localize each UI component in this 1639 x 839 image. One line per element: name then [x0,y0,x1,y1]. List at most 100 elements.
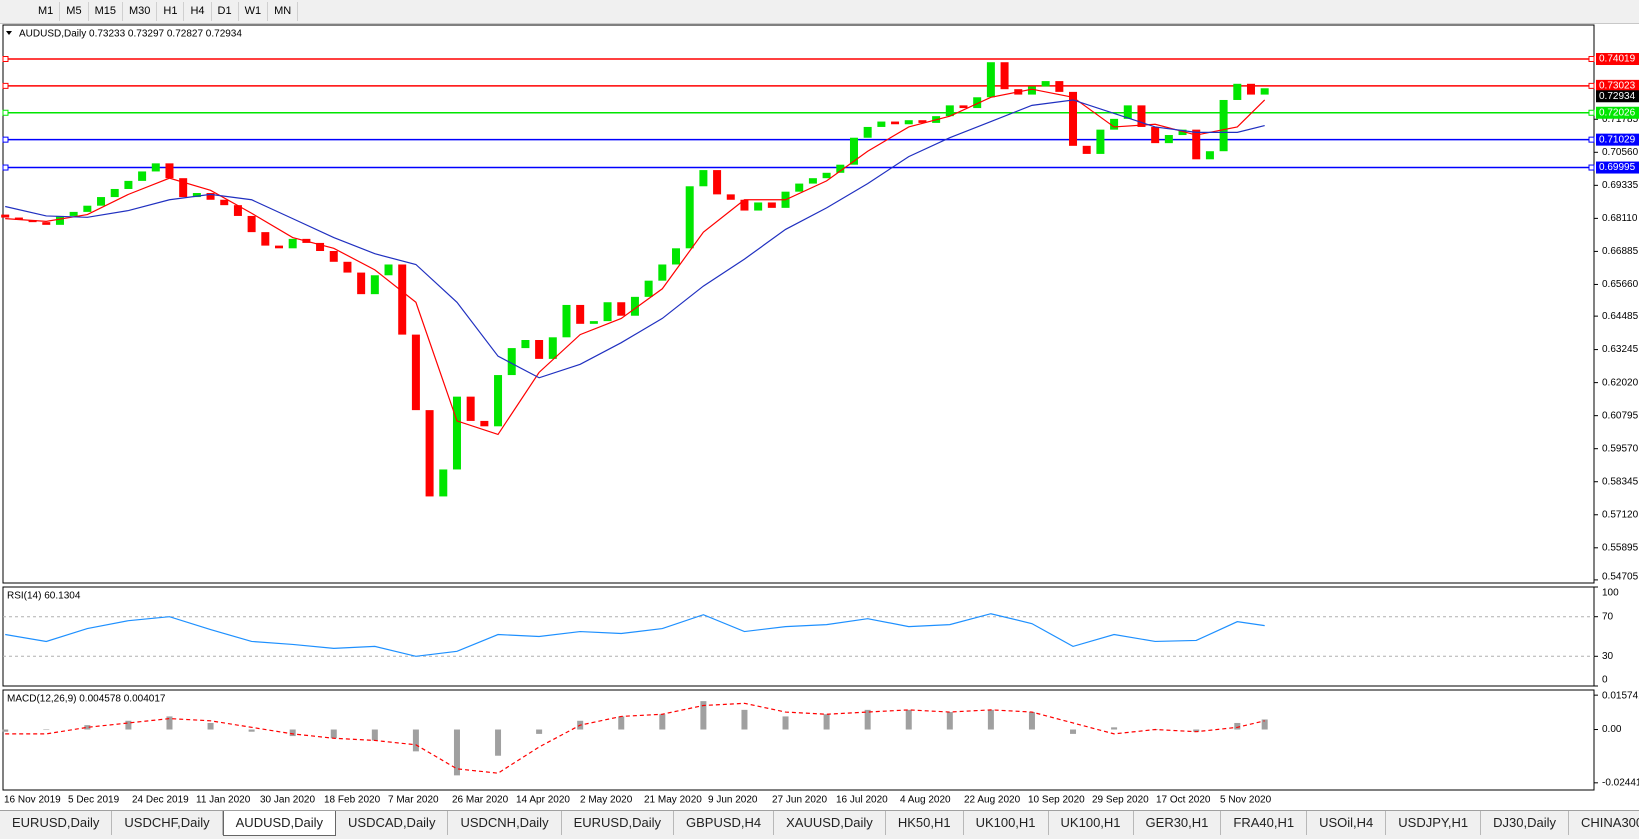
chart-tab[interactable]: EURUSD,Daily [0,811,113,835]
candle [261,232,270,246]
timeframe-button[interactable]: M30 [123,2,158,21]
candle [617,302,626,316]
level-label-box [1596,133,1639,146]
chart-tab[interactable]: CHINA300,H1 [1569,811,1639,835]
collapse-arrow [6,31,12,35]
macd-histogram-bar [536,729,543,734]
chart-tab[interactable]: USDCNH,Daily [448,811,562,835]
candle [83,205,92,212]
candle [1027,86,1036,95]
macd-histogram-bar [1028,712,1035,730]
y-tick-label: 0.62020 [1602,377,1639,388]
chart-tab[interactable]: GER30,H1 [1134,811,1222,835]
timeframe-button[interactable]: H1 [157,2,185,21]
candle [206,193,215,200]
candle [343,261,352,273]
level-handle [2,164,9,171]
timeframe-button[interactable]: D1 [212,2,239,21]
chart-tab[interactable]: USDCHF,Daily [112,811,223,835]
last-price-box [1596,90,1639,103]
candle [110,188,119,198]
macd-histogram-bar [248,729,255,732]
candle [1096,129,1105,154]
timeframe-button[interactable]: H4 [184,2,212,21]
rsi-line [5,613,1265,657]
level-handle [1588,82,1595,89]
chart-tab[interactable]: UK100,H1 [1049,811,1134,835]
x-tick-label: 7 Mar 2020 [388,795,439,806]
y-tick-label: 70 [1602,611,1614,622]
chart-tab[interactable]: USDCAD,Daily [336,811,449,835]
x-tick-label: 16 Nov 2019 [4,795,61,806]
macd-histogram-bar [1261,719,1268,730]
timeframe-button[interactable]: M15 [89,2,123,21]
candle [124,180,133,189]
x-tick-label: 21 May 2020 [644,795,702,806]
x-tick-label: 17 Oct 2020 [1156,795,1211,806]
macd-histogram-bar [782,716,789,730]
candle [329,251,338,262]
candle [1055,81,1064,92]
macd-histogram-bar [1193,729,1200,732]
level-label-box [1596,79,1639,92]
timeframe-button[interactable]: M1 [32,2,61,21]
level-handle [1588,136,1595,143]
x-tick-label: 29 Sep 2020 [1092,795,1149,806]
chart-tab[interactable]: GBPUSD,H4 [674,811,775,835]
candle [849,137,858,165]
candle [1233,83,1242,100]
x-tick-label: 24 Dec 2019 [132,795,189,806]
candle [452,396,461,470]
chart-tab[interactable]: XAUUSD,Daily [774,811,886,835]
timeframe-button[interactable]: MN [268,2,299,21]
candle [630,296,639,316]
macd-histogram-bar [166,716,173,730]
chart-tab[interactable]: EURUSD,Daily [562,811,674,835]
candle [726,194,735,200]
level-label: 0.74019 [1599,54,1636,65]
candle [28,219,37,223]
candle [672,248,681,265]
chart-tab[interactable]: DJ30,Daily [1481,811,1569,835]
candle [494,375,503,427]
chart-tab[interactable]: UK100,H1 [964,811,1049,835]
candle [795,183,804,192]
timeframe-button[interactable]: W1 [239,2,269,21]
macd-histogram-bar [84,725,91,730]
chart-tab[interactable]: AUDUSD,Daily [222,811,337,836]
candle [644,280,653,297]
x-tick-label: 30 Jan 2020 [260,795,315,806]
candle [740,199,749,211]
macd-histogram-bar [207,722,214,730]
macd-histogram-bar [330,729,337,739]
macd-histogram-bar [1234,722,1241,730]
chart-tab[interactable]: FRA40,H1 [1221,811,1308,835]
y-tick-label: 0.00 [1602,724,1622,735]
chart-tab[interactable]: HK50,H1 [886,811,964,835]
x-tick-label: 2 May 2020 [580,795,633,806]
x-tick-label: 5 Dec 2019 [68,795,120,806]
level-handle [1588,56,1595,63]
candle [1069,91,1078,146]
candle [165,163,174,179]
candle [767,202,776,208]
chart-tab[interactable]: USDJPY,H1 [1386,811,1482,835]
x-tick-label: 22 Aug 2020 [964,795,1021,806]
x-tick-label: 26 Mar 2020 [452,795,509,806]
candle [576,304,585,324]
candle [1164,135,1173,144]
level-handle [2,82,9,89]
y-tick-label: 0.71785 [1602,114,1639,125]
y-tick-label: 0.64485 [1602,311,1639,322]
macd-histogram-bar [700,701,707,730]
x-tick-label: 4 Aug 2020 [900,795,951,806]
y-tick-label: 30 [1602,651,1614,662]
chart-tab[interactable]: USOil,H4 [1307,811,1387,835]
timeframe-button[interactable]: M5 [60,2,89,21]
panel-title: AUDUSD,Daily 0.73233 0.73297 0.72827 0.7… [19,29,242,40]
candle [1219,99,1228,152]
macd-histogram-bar [823,714,830,730]
candle [1246,83,1255,95]
level-handle [1588,164,1595,171]
